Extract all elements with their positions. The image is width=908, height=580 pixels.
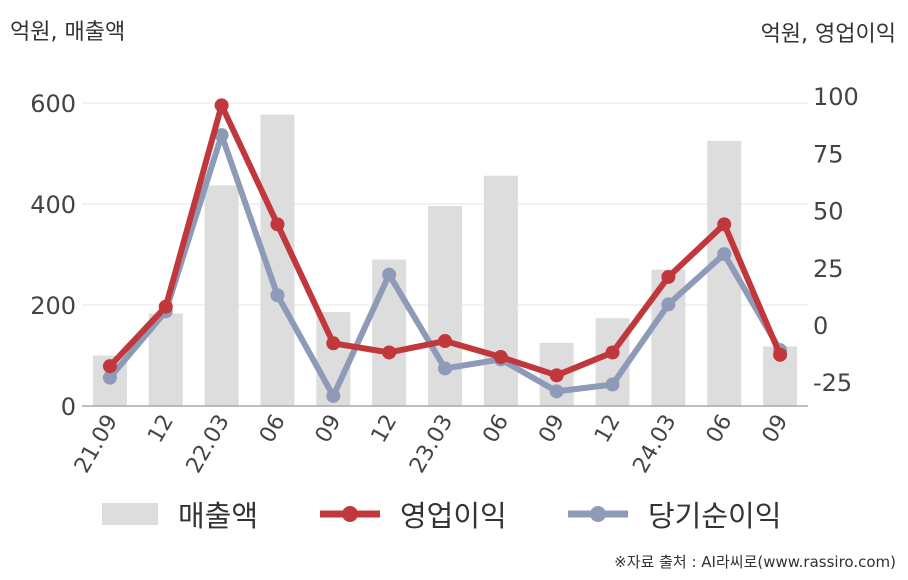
left-tick-label: 400	[30, 191, 76, 219]
x-tick-label: 09	[534, 411, 570, 448]
x-tick-label: 12	[143, 411, 179, 448]
legend-swatch-net	[568, 506, 628, 522]
operating-profit-point	[605, 345, 620, 360]
net-income-point	[382, 267, 397, 282]
x-tick-label: 24.03	[628, 411, 681, 478]
x-tick-label: 09	[758, 411, 794, 448]
right-tick-label: 0	[813, 312, 828, 340]
net-income-point	[438, 361, 452, 376]
legend-item-sales: 매출액	[102, 493, 258, 535]
net-income-point	[102, 370, 117, 385]
right-tick-label: 50	[813, 198, 844, 226]
operating-profit-point	[270, 217, 285, 232]
right-axis-unit: 억원, 영업이익	[760, 22, 896, 47]
right-tick-label: 75	[813, 140, 844, 168]
operating-profit-point	[102, 359, 117, 374]
operating-profit-point	[382, 345, 397, 360]
operating-profit-point	[493, 350, 508, 365]
legend-item-operating: 영업이익	[318, 493, 507, 535]
legend-label-net: 당기순이익	[648, 499, 782, 533]
source-credit: ※자료 출처 : AI라씨로(www.rassiro.com)	[614, 553, 896, 571]
x-tick-label: 06	[478, 411, 514, 448]
operating-profit-point	[214, 98, 229, 113]
net-income-point	[549, 384, 564, 399]
operating-profit-point	[717, 217, 732, 232]
left-tick-label: 600	[30, 90, 76, 118]
operating-profit-point	[438, 334, 452, 349]
x-tick-label: 12	[367, 411, 403, 448]
legend-swatch-sales	[102, 503, 158, 525]
sales-bar	[483, 175, 518, 406]
x-tick-label: 06	[255, 411, 291, 448]
legend-item-net: 당기순이익	[566, 493, 781, 535]
x-tick-label: 09	[311, 411, 347, 448]
right-tick-label: 100	[813, 83, 859, 111]
x-tick-label: 22.03	[182, 411, 235, 478]
net-income-point	[717, 247, 732, 262]
operating-profit-point	[549, 368, 564, 383]
legend-swatch-operating	[320, 506, 380, 522]
x-tick-label: 06	[702, 411, 738, 448]
net-income-point	[214, 128, 229, 143]
sales-bar	[372, 259, 407, 406]
operating-profit-point	[158, 299, 173, 314]
net-income-point	[661, 297, 676, 312]
right-tick-label: 25	[813, 255, 844, 283]
operating-profit-point	[773, 347, 788, 362]
right-tick-label: -25	[813, 369, 852, 397]
operating-profit-point	[661, 269, 676, 284]
line-layer	[102, 98, 788, 403]
operating-profit-point	[326, 336, 341, 351]
x-tick-label: 21.09	[70, 411, 123, 478]
legend-label-operating: 영업이익	[400, 499, 507, 533]
x-tick-label: 12	[590, 411, 626, 448]
net-income-point	[605, 377, 620, 392]
x-tick-label: 23.03	[405, 411, 458, 478]
net-income-point	[326, 388, 341, 403]
net-income-point	[270, 288, 285, 303]
left-tick-label: 200	[30, 292, 76, 320]
left-axis-unit: 억원, 매출액	[10, 20, 126, 45]
sales-bar	[595, 318, 630, 406]
sales-bar	[204, 185, 239, 406]
legend-label-sales: 매출액	[178, 499, 259, 533]
left-tick-label: 0	[61, 393, 76, 421]
sales-bar	[428, 206, 462, 406]
